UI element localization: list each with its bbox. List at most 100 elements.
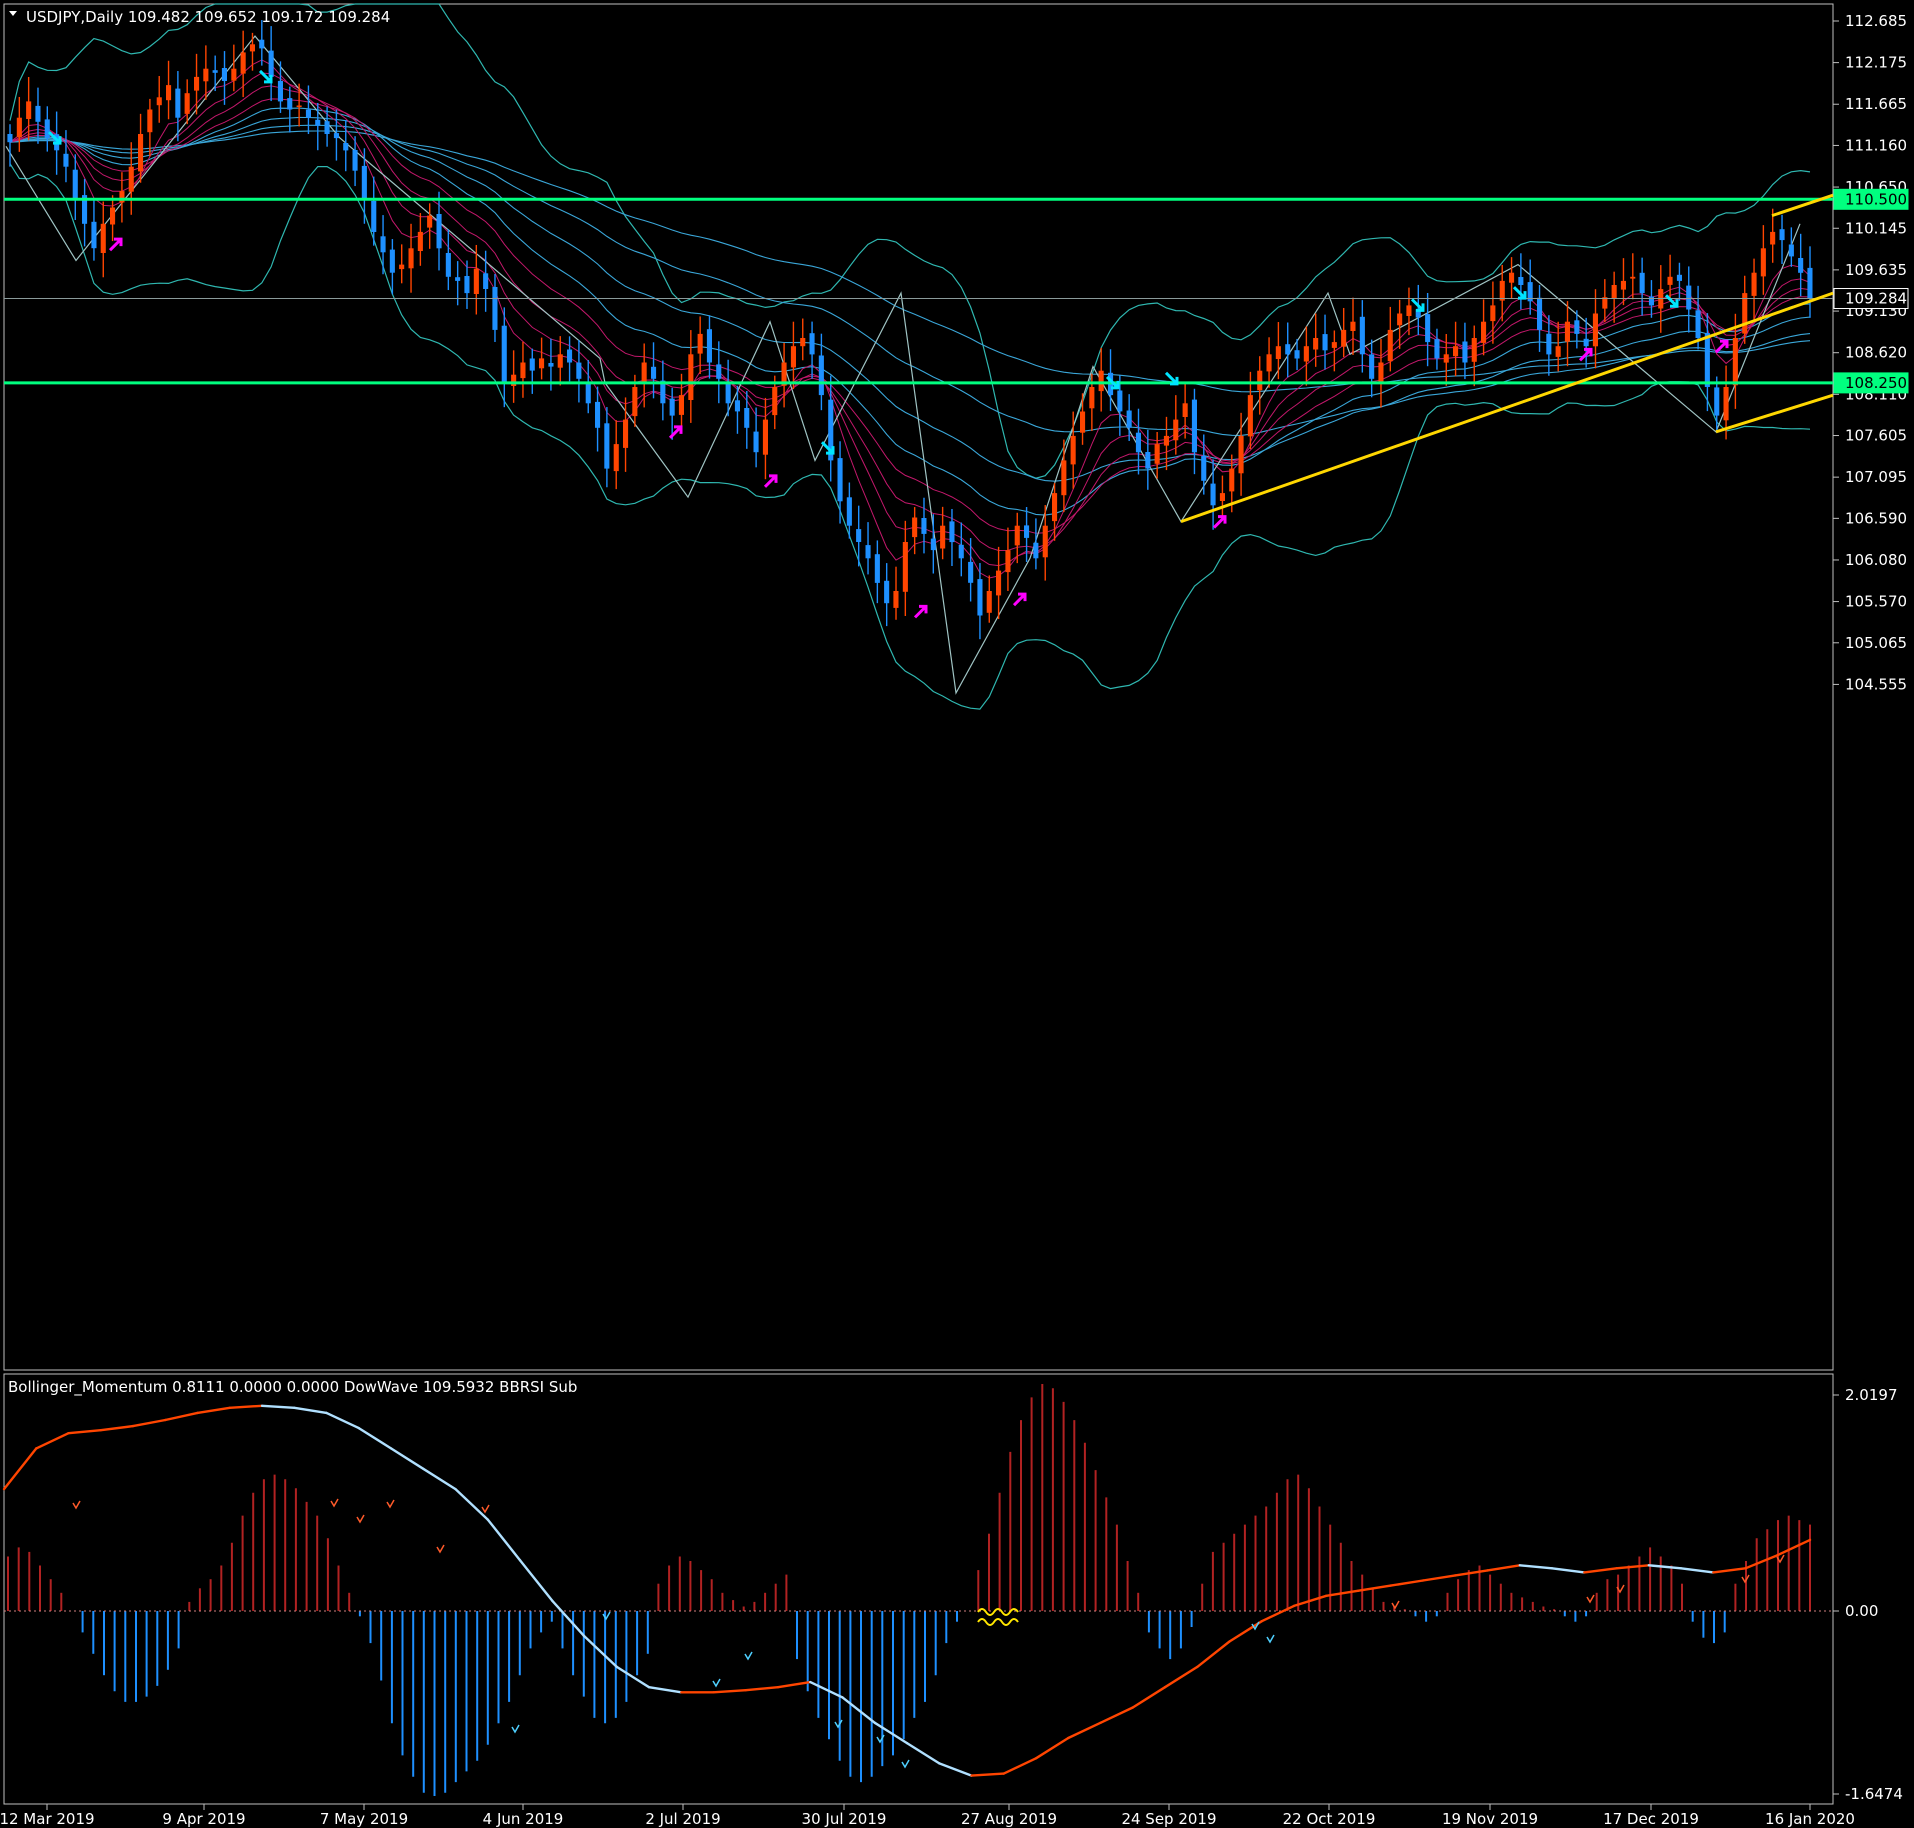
candle-body xyxy=(1751,272,1757,296)
candle-body xyxy=(660,380,666,404)
momentum-segment xyxy=(422,1467,457,1491)
candle-body xyxy=(548,363,554,367)
candle-body xyxy=(912,517,918,538)
candle-body xyxy=(175,88,181,118)
candle-body xyxy=(893,591,899,608)
ma-cyan-30 xyxy=(9,107,1811,516)
candle-body xyxy=(678,395,684,415)
price-axis-label: 110.145 xyxy=(1845,219,1907,237)
candle-body xyxy=(1266,354,1272,372)
candle-body xyxy=(91,221,97,249)
candle-body xyxy=(1788,244,1794,257)
signal-tick-mark xyxy=(1391,1600,1400,1610)
candle-body xyxy=(156,97,162,106)
candle-body xyxy=(343,143,349,151)
candle-body xyxy=(26,101,32,119)
momentum-segment xyxy=(873,1721,909,1745)
candle-body xyxy=(1369,354,1375,379)
candle-body xyxy=(1564,321,1570,342)
candle-body xyxy=(72,169,78,200)
candle-body xyxy=(1014,525,1020,546)
candle-body xyxy=(128,166,134,192)
candle-body xyxy=(1798,258,1804,273)
candle-body xyxy=(1518,277,1524,285)
time-axis-label: 17 Dec 2019 xyxy=(1603,1810,1699,1828)
signal-tick-mark xyxy=(356,1514,365,1524)
candle-body xyxy=(100,223,106,253)
candle-body xyxy=(212,70,218,73)
momentum-segment xyxy=(293,1406,328,1415)
candle-body xyxy=(1583,338,1589,347)
momentum-segment xyxy=(486,1518,522,1562)
candle-body xyxy=(1415,309,1421,318)
candle-body xyxy=(762,419,768,455)
time-axis-label: 27 Aug 2019 xyxy=(961,1810,1057,1828)
bollinger-lower xyxy=(9,163,1811,710)
candle-body xyxy=(1350,321,1356,331)
candle-body xyxy=(501,325,507,383)
indicator-pane[interactable]: Bollinger_Momentum 0.8111 0.0000 0.0000 … xyxy=(2,1373,1903,1805)
momentum-segment xyxy=(809,1680,844,1699)
momentum-segment xyxy=(1357,1584,1393,1592)
candle-body xyxy=(1163,435,1169,446)
candle-body xyxy=(417,231,423,251)
candle-body xyxy=(352,150,358,171)
price-axis-label: 112.175 xyxy=(1845,54,1907,72)
indicator-axis-label: 2.0197 xyxy=(1845,1386,1898,1404)
candle-body xyxy=(1490,305,1496,322)
bollinger-bands xyxy=(9,3,1811,710)
candle-body xyxy=(539,358,545,369)
price-axis-label: 105.570 xyxy=(1845,593,1907,611)
momentum-segment xyxy=(389,1447,425,1471)
candle-body xyxy=(119,191,125,203)
candle-body xyxy=(483,273,489,289)
indicator-axis[interactable]: 2.0197 0.00 -1.6474 xyxy=(1833,1386,1903,1803)
candle-body xyxy=(874,554,880,583)
candle-body xyxy=(194,76,200,91)
candle-body xyxy=(930,538,936,551)
price-pane[interactable]: USDJPY,Daily 109.482 109.652 109.172 109… xyxy=(3,3,1909,1371)
candle-body xyxy=(1154,444,1160,464)
candle-body xyxy=(1294,350,1300,359)
price-tag-box xyxy=(1833,288,1909,310)
time-axis-label: 9 Apr 2019 xyxy=(162,1810,245,1828)
candle-body xyxy=(44,119,50,139)
candle-body xyxy=(455,277,461,281)
candle-body xyxy=(1257,370,1263,391)
candle-body xyxy=(277,80,283,102)
candle-body xyxy=(166,85,172,101)
candle-body xyxy=(1686,285,1692,310)
candle-body xyxy=(249,44,255,52)
price-axis-label: 107.095 xyxy=(1845,468,1907,486)
momentum-segment xyxy=(1615,1564,1651,1570)
candle-body xyxy=(259,39,265,49)
candle-body xyxy=(1453,346,1459,357)
candle-body xyxy=(557,354,563,368)
time-axis[interactable]: 12 Mar 2019 9 Apr 2019 7 May 2019 4 Jun 201… xyxy=(0,1804,1855,1828)
candle-body xyxy=(865,545,871,559)
trend-line xyxy=(1180,291,1834,524)
momentum-segment xyxy=(1744,1553,1780,1570)
candle-body xyxy=(427,215,433,228)
trend-lines[interactable] xyxy=(1180,193,1834,524)
candle-body xyxy=(1341,329,1347,347)
candle-body xyxy=(240,52,246,74)
momentum-segment xyxy=(518,1558,554,1603)
momentum-segment xyxy=(1583,1567,1618,1574)
trend-line xyxy=(1715,393,1834,434)
candle-body xyxy=(828,399,834,461)
candle-body xyxy=(1359,316,1365,355)
candle-body xyxy=(1219,493,1225,501)
candle-body xyxy=(231,68,237,81)
zigzag-dowwave xyxy=(5,35,1801,695)
buy-arrow-icon xyxy=(1714,339,1729,354)
momentum-segment xyxy=(1228,1619,1264,1643)
candle-body xyxy=(697,333,703,354)
momentum-segment xyxy=(325,1411,360,1430)
horizontal-levels[interactable] xyxy=(4,197,1833,385)
price-axis-label: 107.605 xyxy=(1845,427,1907,445)
buy-arrow-icon xyxy=(763,474,778,488)
candle-body xyxy=(1397,313,1403,326)
collapse-triangle-icon[interactable] xyxy=(9,11,17,16)
